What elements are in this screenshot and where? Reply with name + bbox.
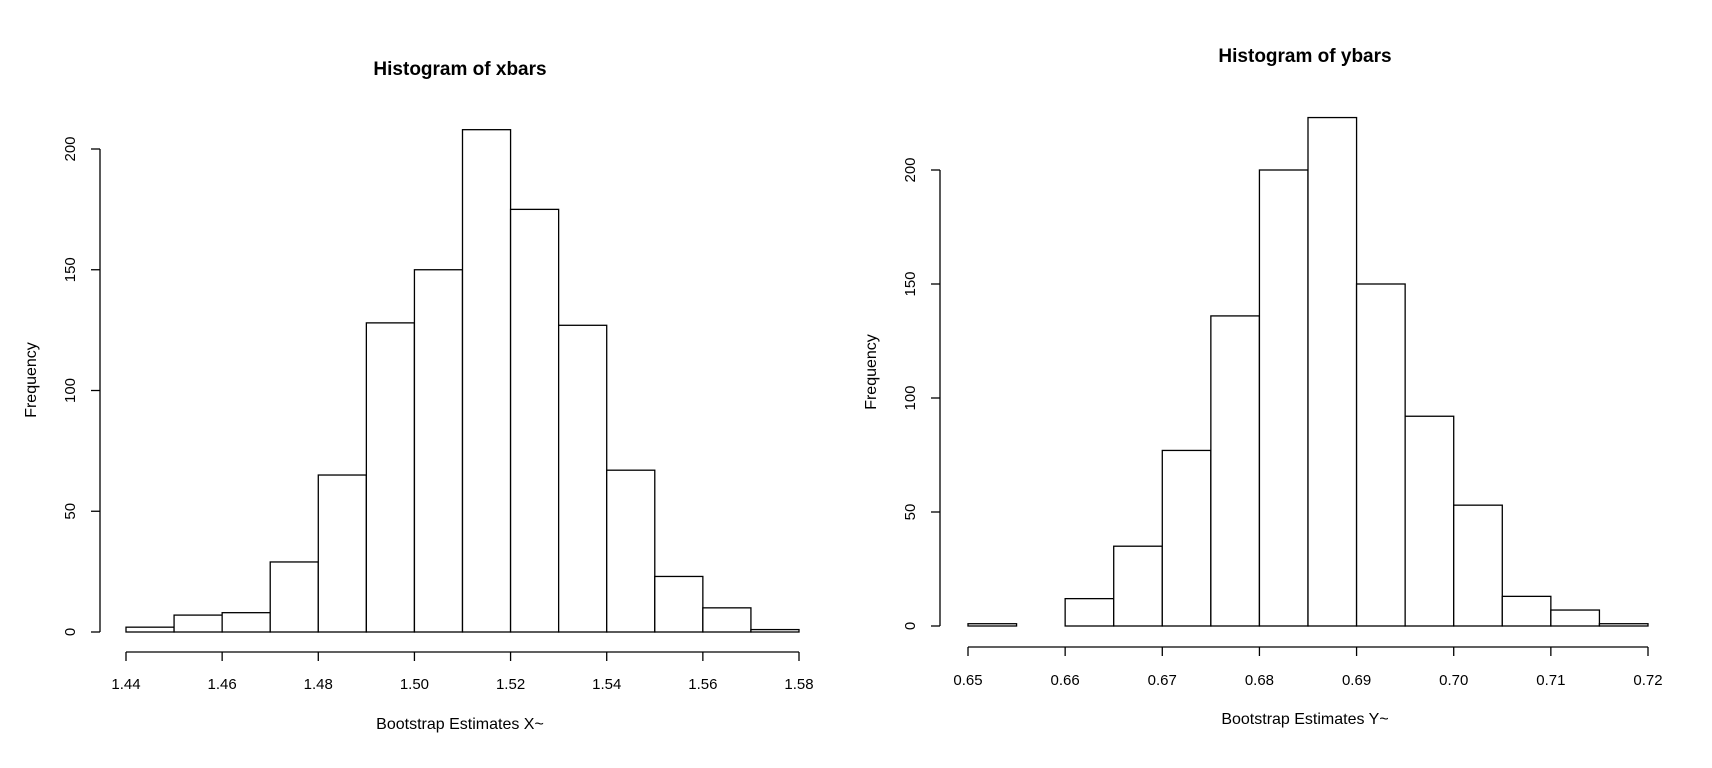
y-axis-label: Frequency [863,334,880,410]
histogram-bar [1258,169,1309,627]
x-tick-label: 0.70 [1439,672,1468,689]
histogram-bar [317,474,368,633]
histogram-bar [750,628,800,633]
y-axis-label: Frequency [23,342,40,418]
histogram-bar [1598,623,1649,627]
histogram-bar [1355,283,1406,627]
y-tick-label: 100 [62,378,79,403]
histogram-bar [461,129,512,633]
histogram-bar [125,626,175,633]
x-tick-label: 0.71 [1536,672,1565,689]
histogram-bar [269,561,319,633]
y-tick-label: 50 [62,503,79,520]
x-tick-label: 1.48 [304,676,333,693]
histogram-bar [1210,315,1261,627]
histogram-bar [221,612,271,633]
histogram-bar [702,607,752,633]
y-tick-label: 0 [902,622,919,630]
chart-title: Histogram of ybars [1218,46,1391,67]
x-axis-label: Bootstrap Estimates X~ [376,716,544,733]
x-tick-label: 1.56 [688,676,717,693]
histogram-bar [1113,545,1163,627]
histogram-ybars-panel: Histogram of ybars Bootstrap Estimates Y… [863,46,1663,728]
histogram-bar [413,269,464,633]
histogram-bar [509,208,560,633]
y-tick-label: 150 [62,257,79,282]
chart-title: Histogram of xbars [373,59,546,80]
y-tick-label: 200 [902,157,919,182]
histogram-xbars-panel: Histogram of xbars Bootstrap Estimates X… [23,59,814,733]
histogram-bar [365,322,416,633]
x-tick-label: 0.67 [1148,672,1177,689]
histogram-bar [606,469,656,633]
x-tick-label: 1.52 [496,676,525,693]
y-tick-label: 150 [902,271,919,296]
x-tick-label: 0.72 [1633,672,1662,689]
y-tick-label: 0 [62,628,79,636]
histogram-bar [967,623,1018,627]
histogram-bar [1161,449,1212,627]
x-axis-label: Bootstrap Estimates Y~ [1221,711,1388,728]
histogram-bar [1064,597,1115,627]
x-tick-label: 0.66 [1051,672,1080,689]
histogram-bar [654,575,704,633]
histogram-bar [1404,415,1455,627]
x-tick-label: 1.50 [400,676,429,693]
histogram-bar [173,614,223,633]
x-tick-label: 1.54 [592,676,621,693]
x-tick-label: 0.68 [1245,672,1274,689]
histogram-bar [1453,504,1503,627]
x-tick-label: 1.58 [784,676,813,693]
y-tick-label: 100 [902,385,919,410]
x-tick-label: 1.46 [208,676,237,693]
histogram-bar [557,324,608,633]
x-tick-label: 1.44 [111,676,140,693]
histogram-bar [1550,609,1601,627]
histogram-bar [1501,595,1552,627]
histogram-bar [1307,116,1358,627]
y-tick-label: 50 [902,504,919,521]
y-tick-label: 200 [62,136,79,161]
x-tick-label: 0.69 [1342,672,1371,689]
x-tick-label: 0.65 [953,672,982,689]
